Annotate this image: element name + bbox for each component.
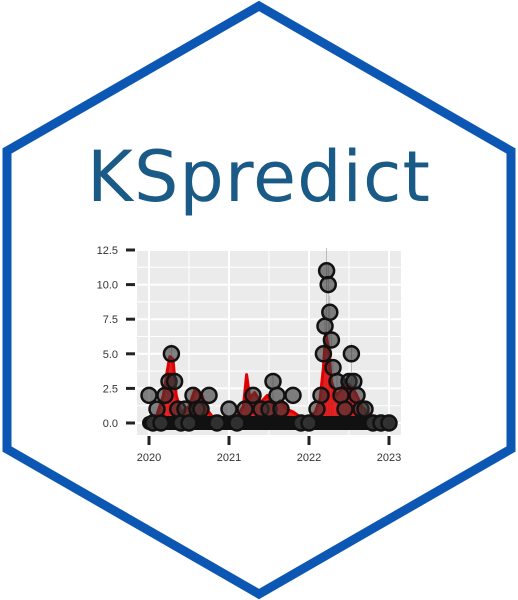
scatter-point [192,400,210,418]
scatter-point [312,386,330,405]
logo-title: KSpredict [87,136,431,218]
scatter-point [319,275,337,294]
scatter-point [345,372,363,391]
y-tick-label: 7.5 [103,314,118,326]
scatter-point [380,414,398,432]
series-area [149,333,389,423]
chart-points [140,262,398,432]
y-tick-label: 2.5 [103,383,118,395]
x-tick-label: 2023 [377,452,401,464]
scatter-point [314,345,333,363]
scatter-point [220,400,238,418]
y-tick-label: 5.0 [103,349,118,361]
y-tick-label: 10.0 [97,280,118,292]
scatter-point [140,386,158,405]
scatter-point [162,345,181,363]
scatter-point [336,400,354,418]
scatter-point [208,414,226,432]
x-tick-label: 2021 [217,452,241,464]
scatter-point [356,400,374,418]
y-tick-label: 12.5 [97,245,118,257]
scatter-point [321,303,339,322]
y-tick-label: 0.0 [103,418,118,430]
chart-axes: 0.0 2.5 5.0 7.5 10.0 12.5 2020 2021 2022 2023 [97,245,402,464]
scatter-point [165,372,184,391]
scatter-point [272,400,290,418]
scatter-point [228,414,246,432]
scatter-point [152,414,170,432]
x-tick-label: 2020 [137,452,161,464]
scatter-point [180,414,198,432]
scatter-point [300,414,318,432]
x-tick-label: 2022 [297,452,321,464]
scatter-point [322,331,341,349]
scatter-point [342,345,361,363]
scatter-point [244,386,262,405]
scatter-point [284,386,302,405]
scatter-point [200,386,218,405]
scatter-point [236,400,254,418]
